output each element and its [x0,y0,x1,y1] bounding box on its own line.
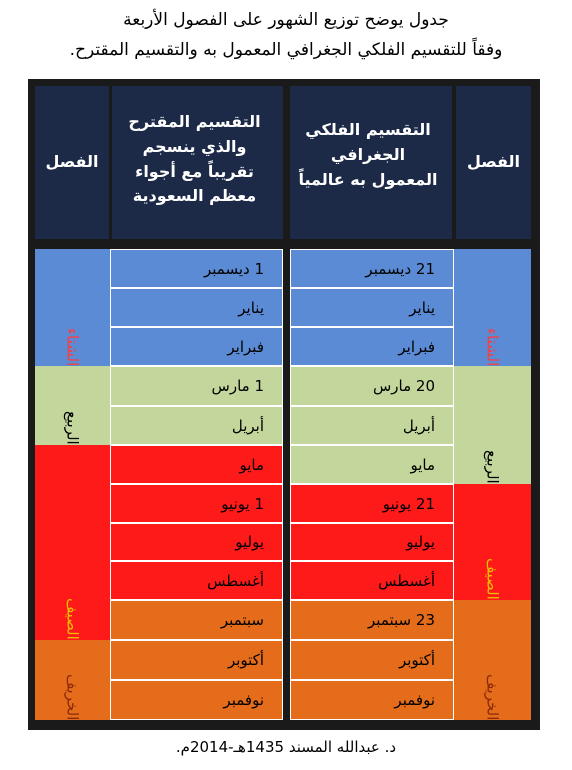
season-label-proposed-autumn: الخريف [35,640,110,720]
proposed-month-oct: أكتوبر [110,640,283,680]
astro-month-aug: أغسطس [290,561,454,600]
header-season-left: الفصل [35,86,109,239]
proposed-month-may: مايو [110,445,283,484]
astro-month-oct: أكتوبر [290,640,454,680]
season-label-proposed-summer: الصيف [35,445,110,640]
proposed-month-mar: 1 مارس [110,366,283,406]
author-footer: د. عبدالله المسند 1435هـ-2014م. [175,738,397,756]
astro-month-apr: أبريل [290,406,454,445]
header-season-right: الفصل [456,86,531,239]
astro-month-sep: 23 سبتمبر [290,600,454,640]
proposed-month-aug: أغسطس [110,561,283,600]
header-proposed: التقسيم المقترح والذي ينسجم تقريباً مع أ… [112,86,283,239]
proposed-month-jan: يناير [110,288,283,327]
proposed-month-nov: نوفمبر [110,680,283,720]
season-label-astro-spring: الربيع [454,366,531,484]
proposed-month-jun: 1 يونيو [110,484,283,523]
astro-month-dec: 21 ديسمبر [290,249,454,288]
header-astronomical: التقسيم الفلكي الجغرافي المعمول به عالمي… [290,86,452,239]
season-label-proposed-winter: الشتاء [35,249,110,366]
astro-month-nov: نوفمبر [290,680,454,720]
astro-month-feb: فبراير [290,327,454,366]
season-label-proposed-spring: الربيع [35,366,110,445]
astro-month-may: مايو [290,445,454,484]
title-line-1: جدول يوضح توزيع الشهور على الفصول الأربع… [123,10,449,30]
season-label-astro-winter: الشتاء [454,249,531,366]
proposed-month-dec: 1 ديسمبر [110,249,283,288]
proposed-month-jul: يوليو [110,523,283,561]
astro-month-jul: يوليو [290,523,454,561]
season-label-astro-summer: الصيف [454,484,531,600]
season-table: الفصل التقسيم الفلكي الجغرافي المعمول به… [28,79,540,730]
title-line-2: وفقاً للتقسيم الفلكي الجغرافي المعمول به… [69,40,503,60]
proposed-month-feb: فبراير [110,327,283,366]
astro-month-jan: يناير [290,288,454,327]
astro-month-jun: 21 يونيو [290,484,454,523]
season-label-astro-autumn: الخريف [454,600,531,720]
astro-month-mar: 20 مارس [290,366,454,406]
proposed-month-apr: أبريل [110,406,283,445]
proposed-month-sep: سبتمبر [110,600,283,640]
